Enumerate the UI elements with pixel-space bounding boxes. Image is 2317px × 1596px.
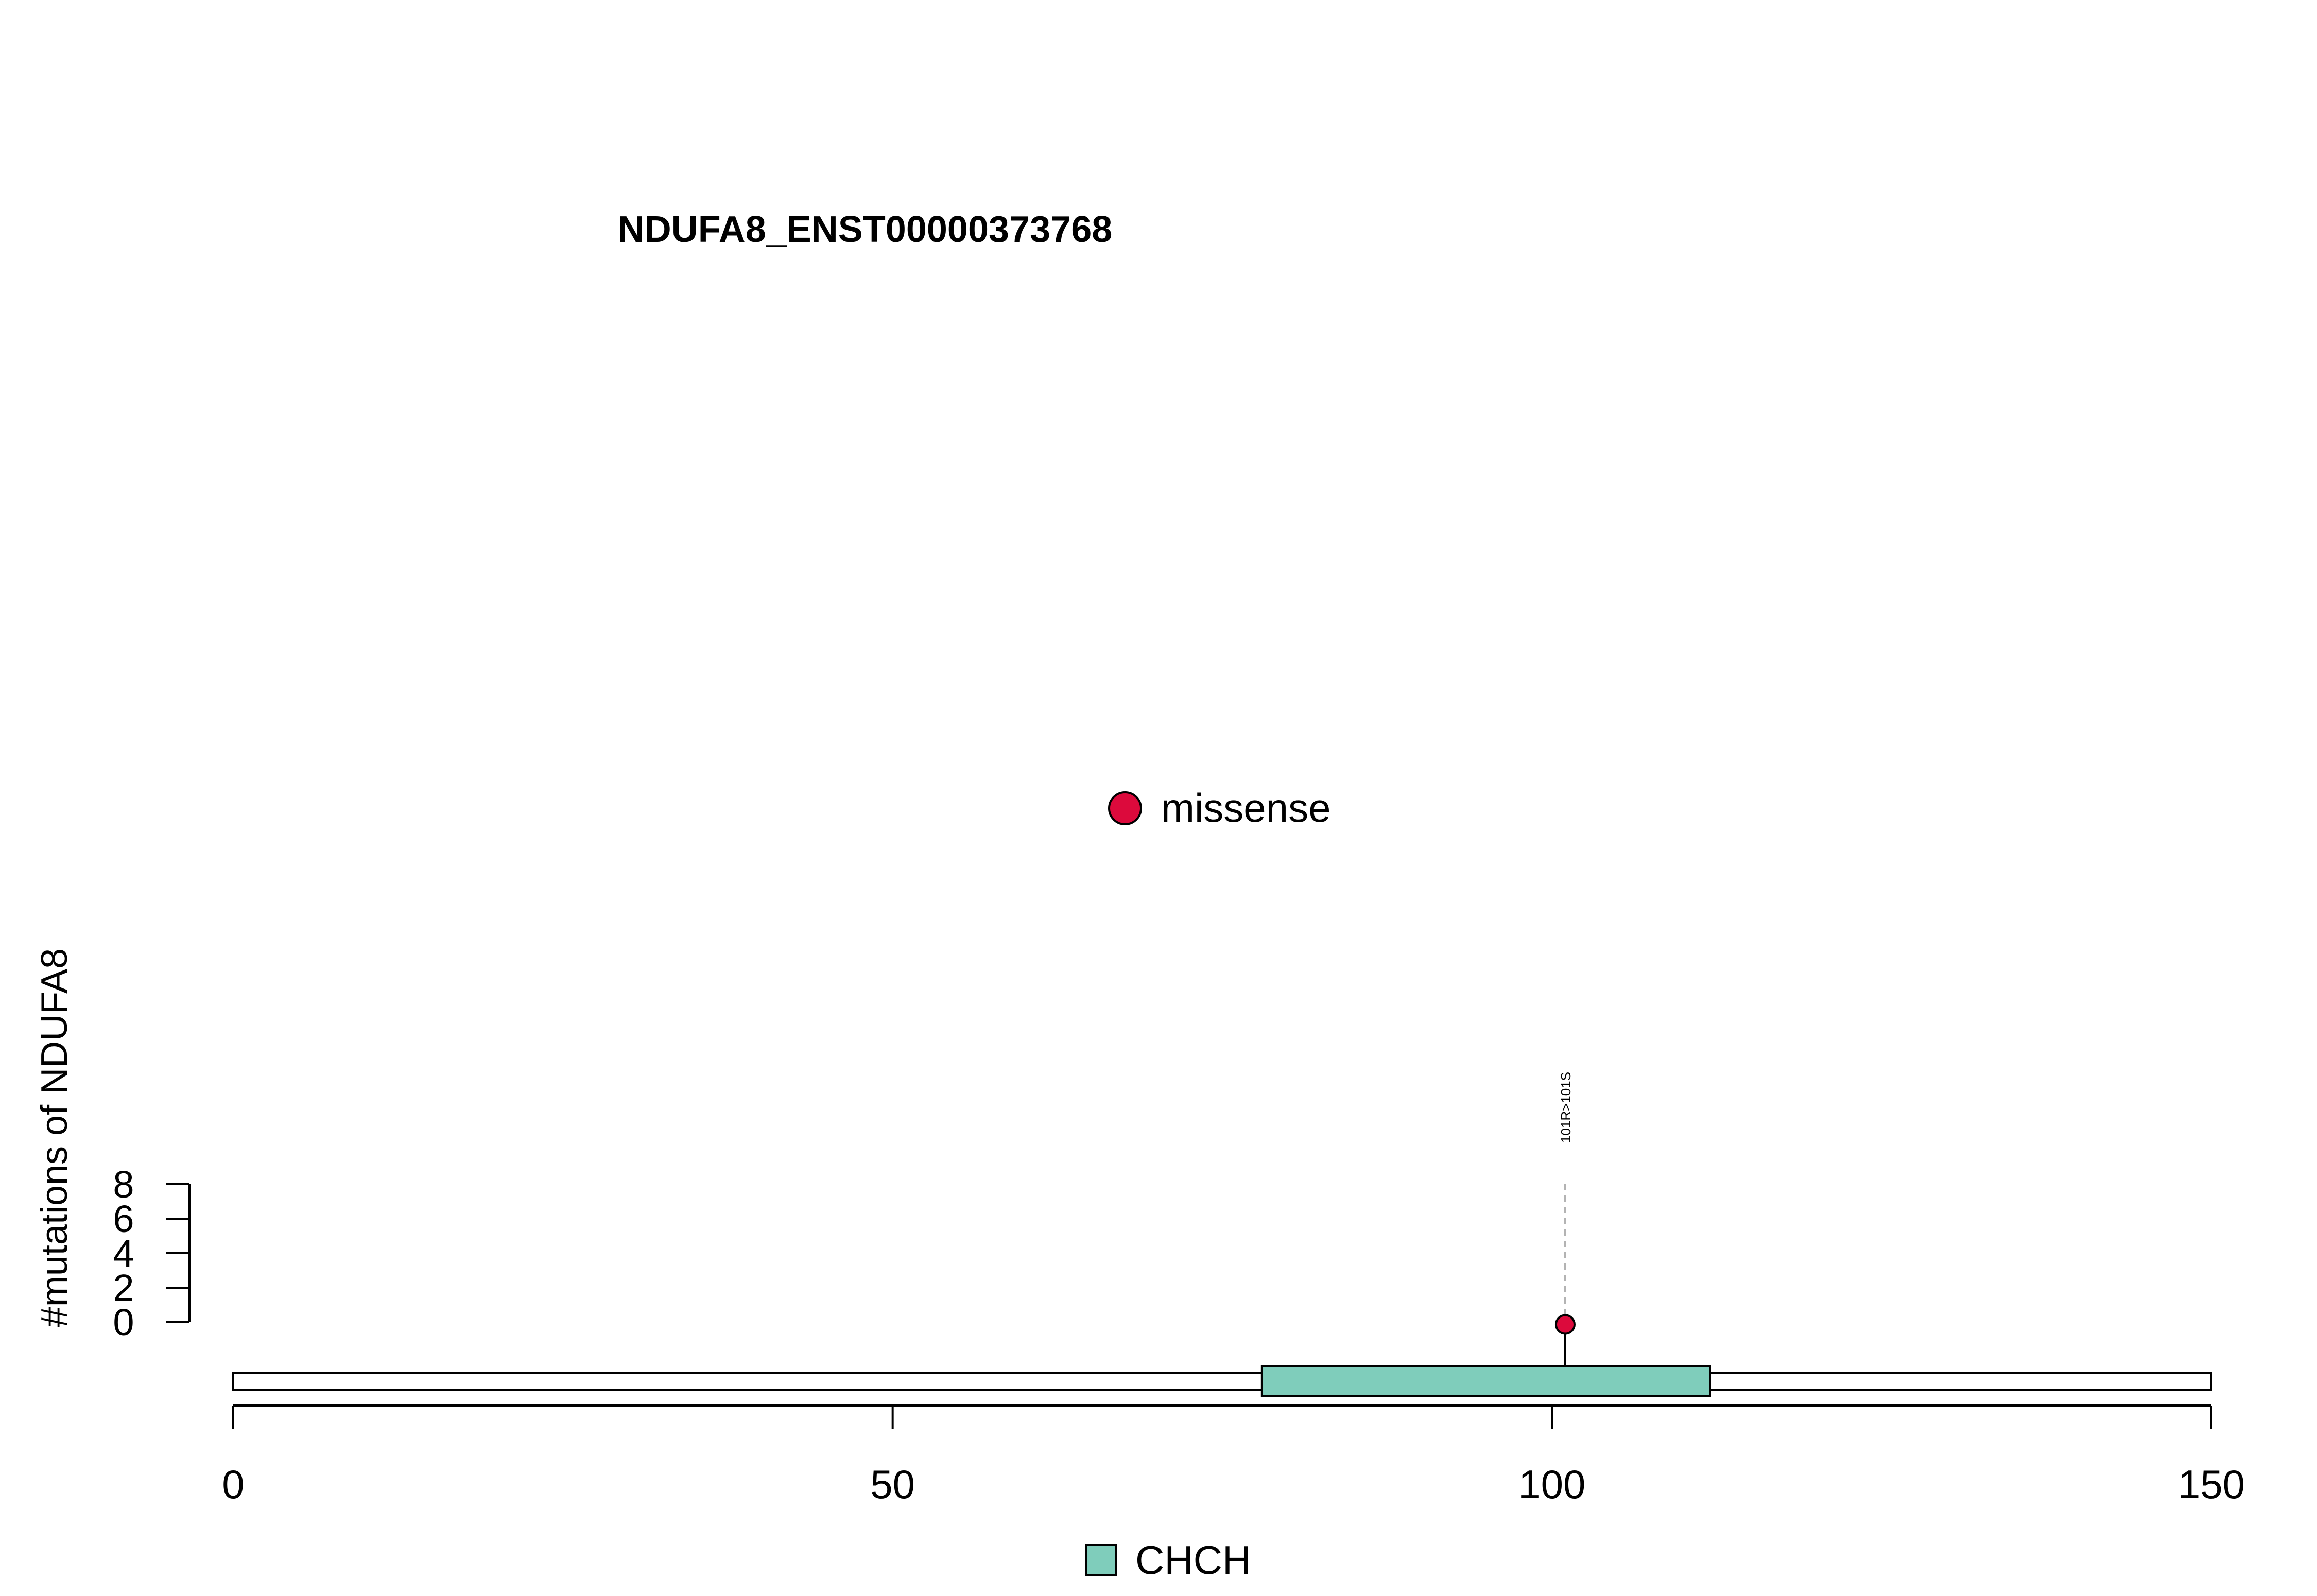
legend-domain-chch-label: CHCH bbox=[1135, 1537, 1251, 1583]
mutation-lollipops: 101R>101S bbox=[1554, 1072, 1576, 1381]
protein-backbone bbox=[232, 1372, 2212, 1391]
legend-missense-label: missense bbox=[1161, 785, 1330, 830]
domain-chch bbox=[1260, 1365, 1711, 1397]
y-tick-label-8: 8 bbox=[113, 1163, 134, 1206]
x-axis: 0 50 100 150 bbox=[222, 1404, 2245, 1507]
legend-undefined-marker bbox=[1108, 791, 1142, 825]
x-tick-label-0: 0 bbox=[222, 1462, 244, 1507]
protein-track bbox=[232, 1365, 2212, 1397]
x-tick-label-100: 100 bbox=[1518, 1462, 1585, 1507]
mutation-point-101 bbox=[1554, 1314, 1576, 1335]
x-tick-label-150: 150 bbox=[2178, 1462, 2245, 1507]
y-tick-label-0: 0 bbox=[113, 1301, 134, 1344]
y-tick-label-4: 4 bbox=[113, 1232, 134, 1275]
y-axis-label: #mutations of NDUFA8 bbox=[34, 948, 75, 1327]
mutation-type-legend: missense bbox=[1108, 785, 1330, 830]
domain-legend: CHCH bbox=[1085, 1537, 1251, 1583]
legend-domain-chch-swatch bbox=[1085, 1544, 1117, 1576]
x-tick-label-50: 50 bbox=[870, 1462, 915, 1507]
chart-title: NDUFA8_ENST00000373768 bbox=[618, 209, 1113, 250]
y-tick-label-2: 2 bbox=[113, 1267, 134, 1309]
y-tick-label-6: 6 bbox=[113, 1198, 134, 1240]
mutation-label-101: 101R>101S bbox=[1558, 1072, 1574, 1143]
